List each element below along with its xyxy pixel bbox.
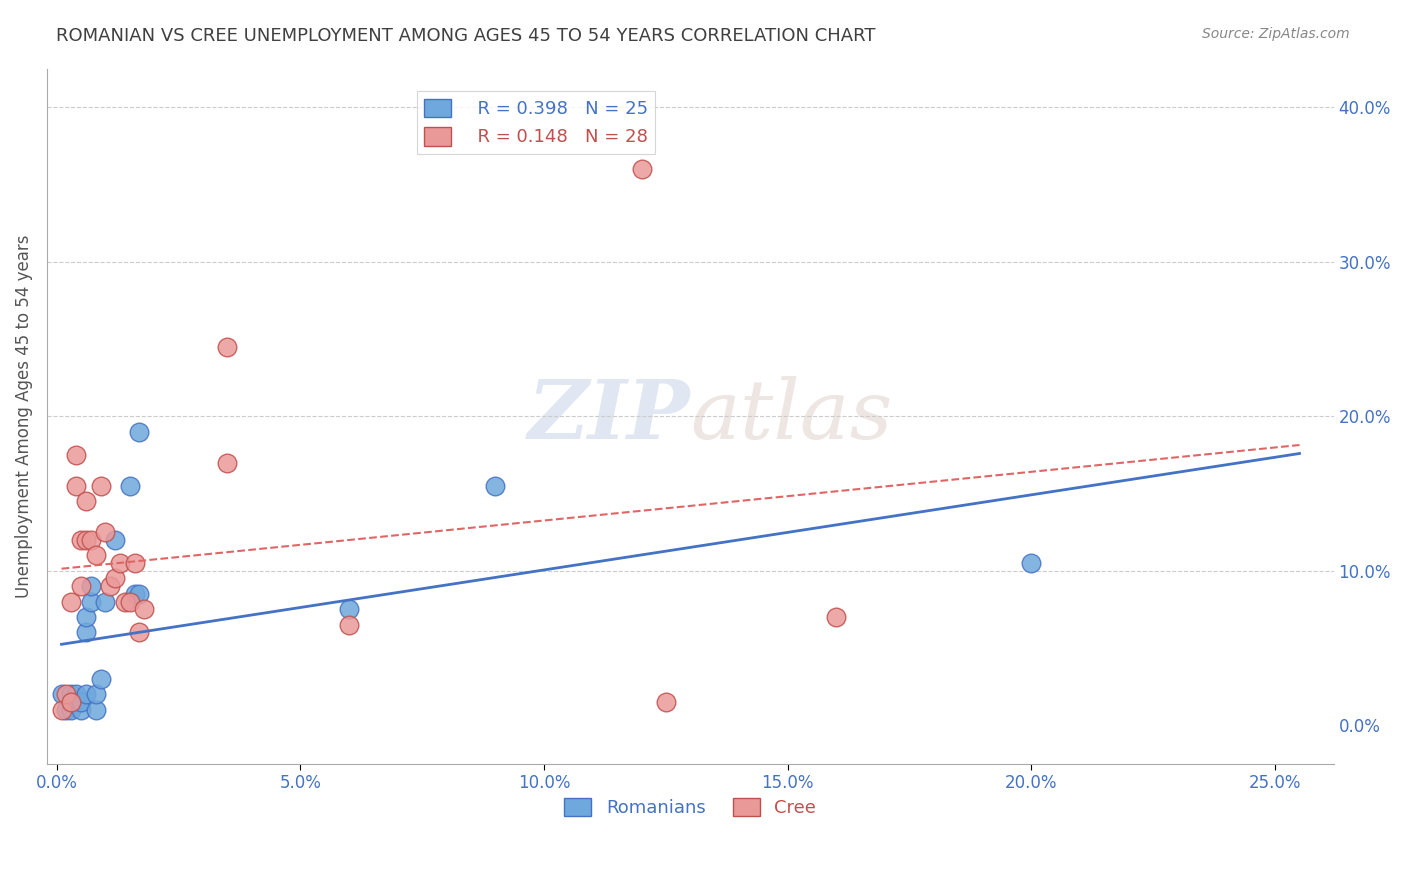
Legend: Romanians, Cree: Romanians, Cree — [557, 790, 824, 824]
Point — [55, 703, 77, 717]
Point — [124, 587, 146, 601]
Point — [217, 340, 239, 354]
Point — [75, 625, 97, 640]
Text: Source: ZipAtlas.com: Source: ZipAtlas.com — [1202, 27, 1350, 41]
Point — [337, 617, 360, 632]
Point — [70, 695, 93, 709]
Point — [60, 695, 83, 709]
Point — [75, 494, 97, 508]
Point — [98, 579, 121, 593]
Point — [825, 610, 848, 624]
Point — [60, 594, 83, 608]
Point — [128, 425, 150, 439]
Point — [65, 479, 87, 493]
Point — [80, 533, 103, 547]
Point — [118, 479, 141, 493]
Point — [70, 703, 93, 717]
Point — [60, 687, 83, 701]
Point — [84, 703, 107, 717]
Point — [630, 161, 652, 176]
Point — [108, 556, 131, 570]
Text: ZIP: ZIP — [527, 376, 690, 456]
Point — [55, 687, 77, 701]
Point — [89, 672, 111, 686]
Point — [217, 456, 239, 470]
Point — [70, 533, 93, 547]
Point — [65, 687, 87, 701]
Point — [118, 594, 141, 608]
Point — [75, 687, 97, 701]
Y-axis label: Unemployment Among Ages 45 to 54 years: Unemployment Among Ages 45 to 54 years — [15, 235, 32, 598]
Text: ROMANIAN VS CREE UNEMPLOYMENT AMONG AGES 45 TO 54 YEARS CORRELATION CHART: ROMANIAN VS CREE UNEMPLOYMENT AMONG AGES… — [56, 27, 876, 45]
Point — [94, 524, 117, 539]
Point — [51, 703, 73, 717]
Point — [84, 687, 107, 701]
Point — [89, 479, 111, 493]
Point — [75, 533, 97, 547]
Point — [80, 594, 103, 608]
Point — [128, 625, 150, 640]
Point — [134, 602, 156, 616]
Point — [1021, 556, 1043, 570]
Point — [104, 571, 127, 585]
Point — [60, 703, 83, 717]
Text: atlas: atlas — [690, 376, 893, 456]
Point — [65, 695, 87, 709]
Point — [84, 548, 107, 562]
Point — [65, 448, 87, 462]
Point — [337, 602, 360, 616]
Point — [80, 579, 103, 593]
Point — [128, 587, 150, 601]
Point — [114, 594, 136, 608]
Point — [70, 579, 93, 593]
Point — [484, 479, 506, 493]
Point — [655, 695, 678, 709]
Point — [104, 533, 127, 547]
Point — [75, 610, 97, 624]
Point — [51, 687, 73, 701]
Point — [124, 556, 146, 570]
Point — [94, 594, 117, 608]
